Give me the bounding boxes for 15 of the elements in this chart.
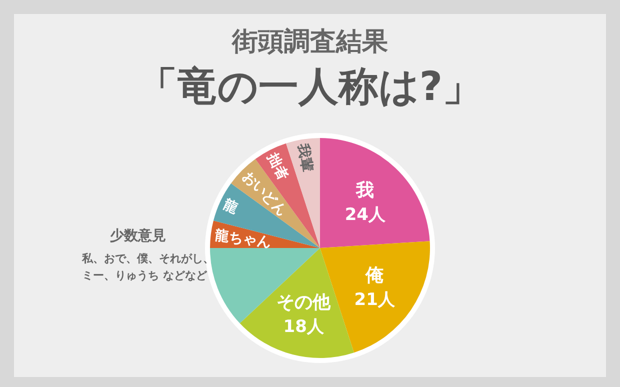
data-label: 18人 (283, 316, 325, 337)
slice-label: 龍 (220, 196, 240, 218)
slice-label: 俺 (364, 265, 385, 286)
chart-subtitle: 「竜の一人称は?」 (137, 64, 483, 110)
slice-label: 龍ちゃん (213, 228, 272, 251)
slice-label: 我 (355, 180, 374, 201)
data-label: 24人 (344, 204, 386, 225)
slice-label: 拙者 (264, 150, 292, 183)
text: 私、おで、僕、それがし、 (81, 252, 214, 265)
text: ミー、りゅうち などなど (82, 269, 208, 282)
slice-label: その他 (276, 292, 332, 313)
data-label: 21人 (354, 290, 396, 310)
slice-label: 少数意見 (110, 227, 166, 244)
chart-title: 街頭調査結果 (231, 27, 388, 57)
slice-label: 我輩 (294, 142, 315, 173)
